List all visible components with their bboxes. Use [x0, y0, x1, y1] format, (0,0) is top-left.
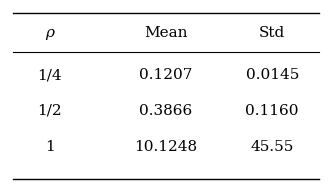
- Text: Mean: Mean: [144, 25, 188, 40]
- Text: 0.1160: 0.1160: [245, 104, 299, 118]
- Text: 10.1248: 10.1248: [134, 140, 198, 154]
- Text: 0.1207: 0.1207: [139, 68, 193, 82]
- Text: 1/2: 1/2: [38, 104, 62, 118]
- Text: 0.0145: 0.0145: [246, 68, 299, 82]
- Text: 45.55: 45.55: [251, 140, 294, 154]
- Text: 0.3866: 0.3866: [139, 104, 193, 118]
- Text: 1: 1: [45, 140, 55, 154]
- Text: 1/4: 1/4: [38, 68, 62, 82]
- Text: Std: Std: [259, 25, 286, 40]
- Text: ρ: ρ: [45, 25, 54, 40]
